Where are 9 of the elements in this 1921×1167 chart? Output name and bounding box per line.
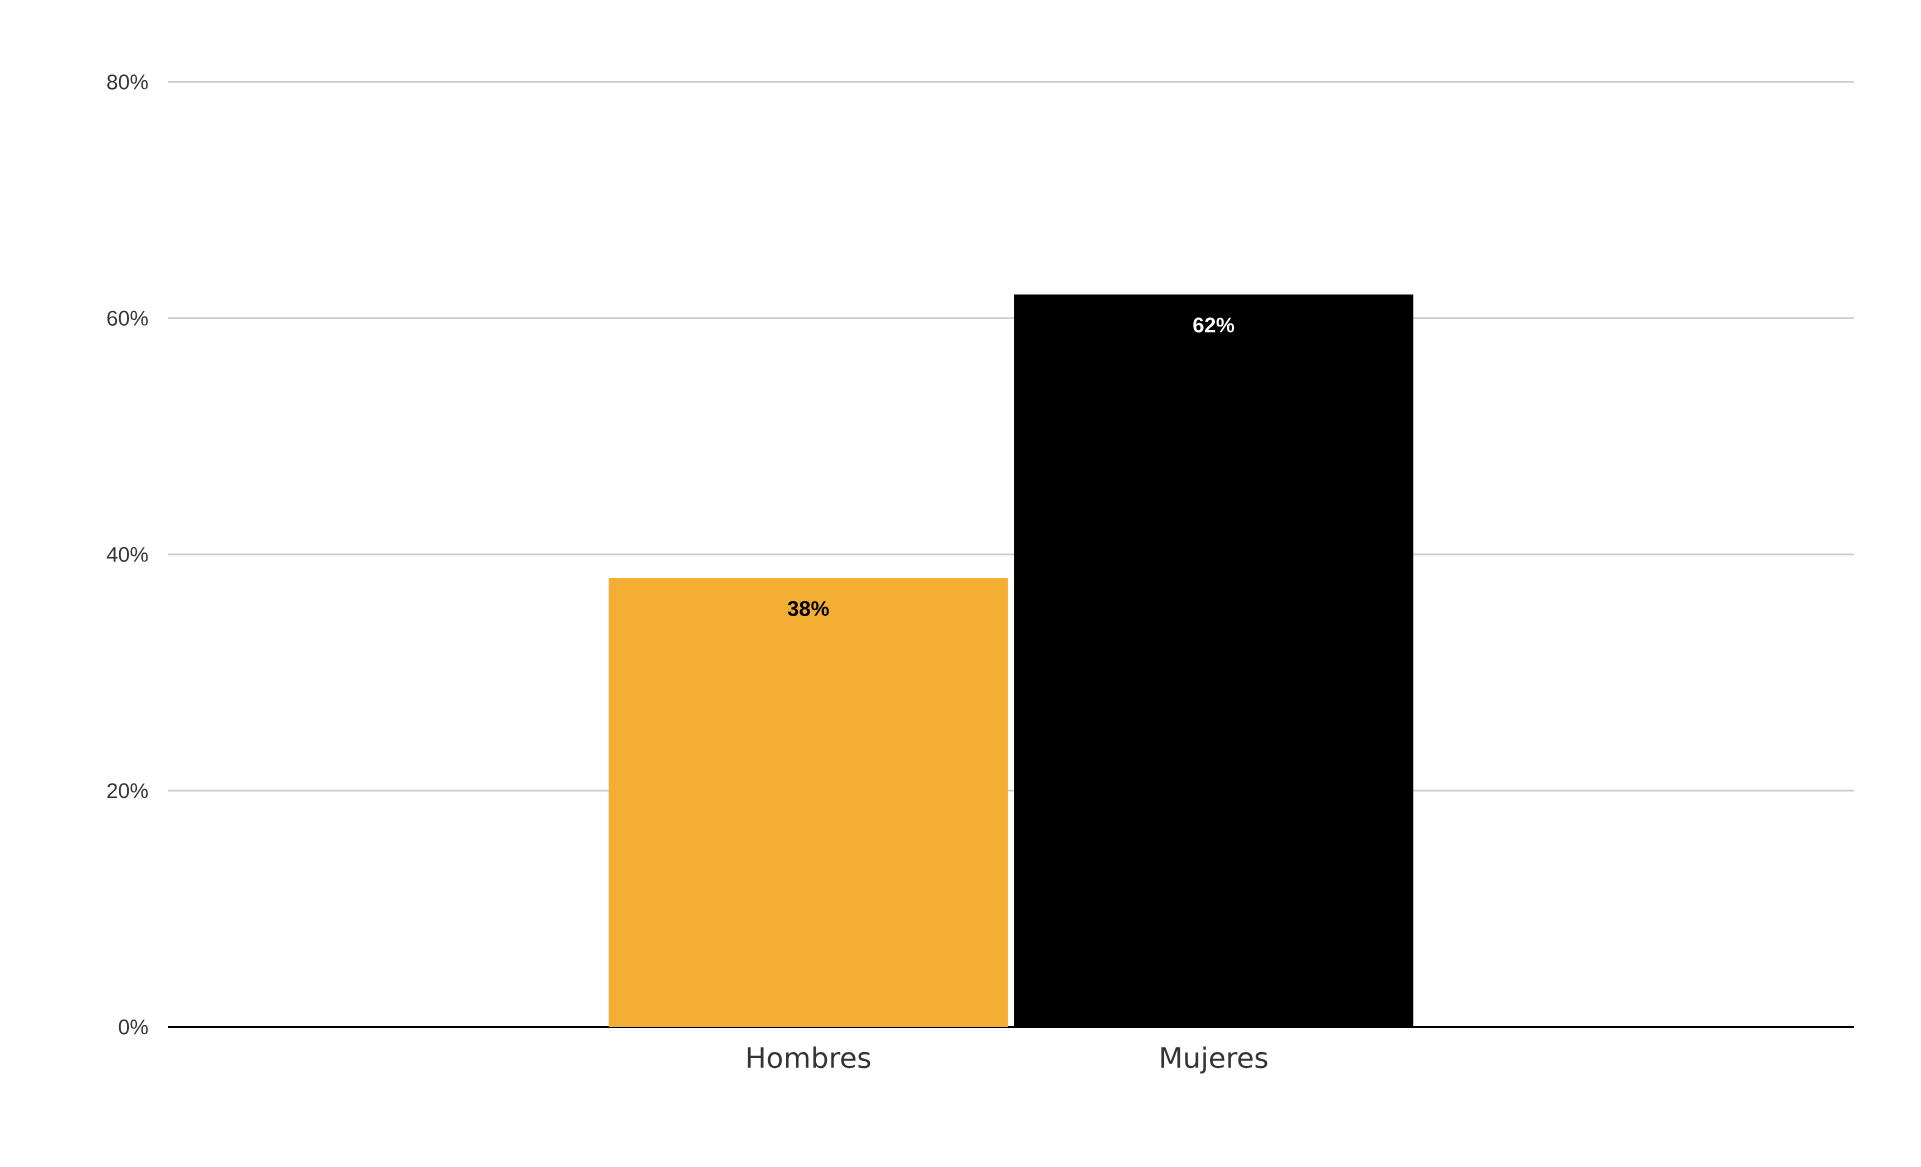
data-label: 38% [787, 601, 829, 617]
y-tick-label: 20% [107, 783, 148, 799]
y-tick-label: 80% [107, 74, 148, 90]
y-tick-label: 60% [107, 310, 148, 326]
x-tick-label: Mujeres [1161, 1046, 1268, 1074]
y-tick-label: 0% [118, 1019, 148, 1035]
data-label: 62% [1193, 317, 1235, 333]
y-tick-label: 40% [106, 547, 148, 562]
x-tick-label: Hombres [747, 1046, 871, 1069]
